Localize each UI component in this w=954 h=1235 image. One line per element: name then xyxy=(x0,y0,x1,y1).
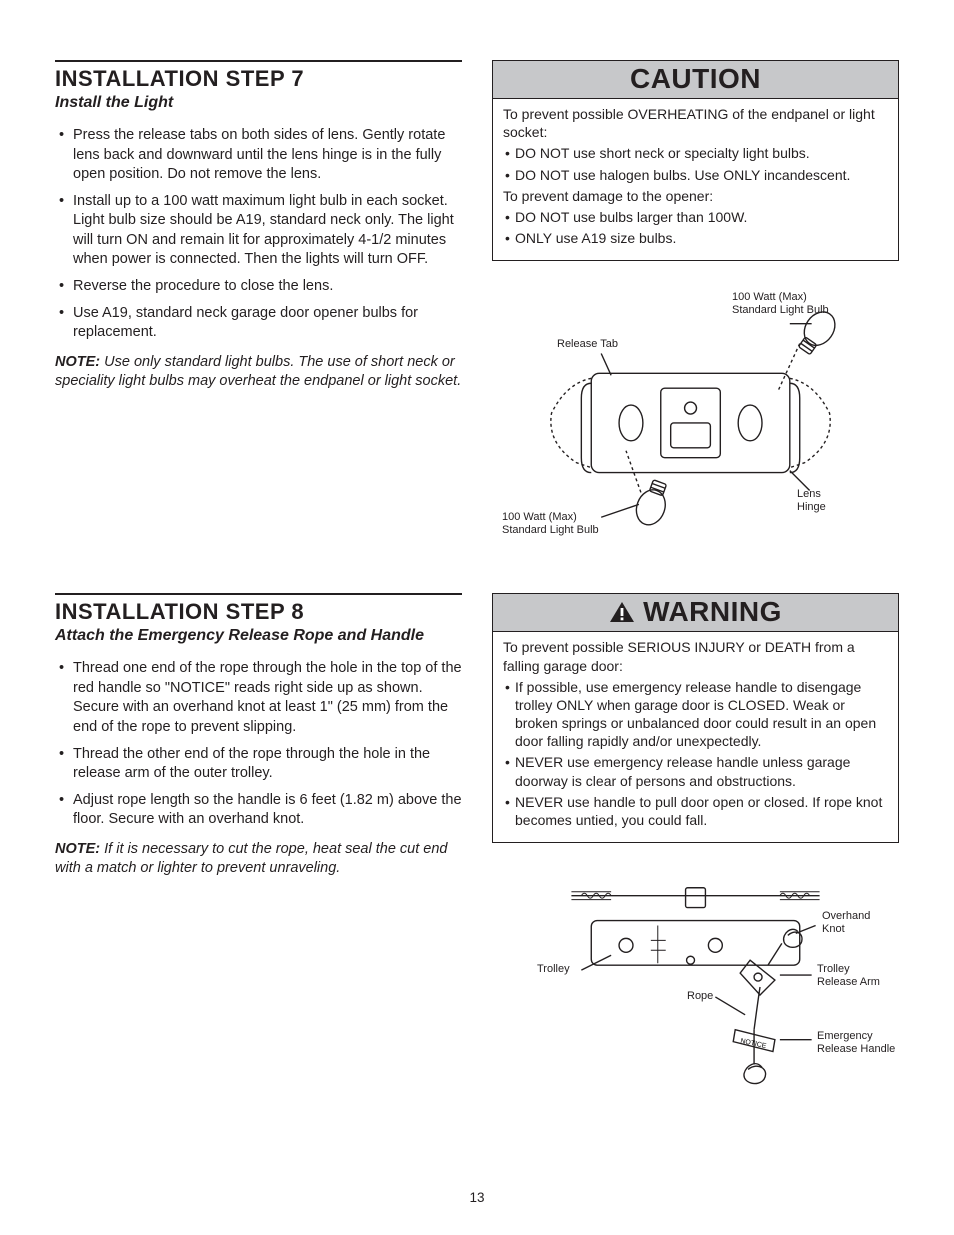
step8-left: INSTALLATION STEP 8 Attach the Emergency… xyxy=(55,593,462,1115)
list-item: DO NOT use halogen bulbs. Use ONLY incan… xyxy=(503,166,888,184)
list-item: NEVER use emergency release handle unles… xyxy=(503,753,888,789)
warning-lead: To prevent possible SERIOUS INJURY or DE… xyxy=(503,638,888,674)
list-item: NEVER use handle to pull door open or cl… xyxy=(503,793,888,829)
step7-right: CAUTION To prevent possible OVERHEATING … xyxy=(492,60,899,553)
fig-label-rope: Rope xyxy=(687,990,713,1003)
fig-label-bulb-top: 100 Watt (Max) Standard Light Bulb xyxy=(732,291,829,316)
warning-triangle-icon xyxy=(609,601,635,623)
warning-box: WARNING To prevent possible SERIOUS INJU… xyxy=(492,593,899,843)
page-content: INSTALLATION STEP 7 Install the Light Pr… xyxy=(55,60,899,1115)
warning-title-text: WARNING xyxy=(643,596,782,628)
step7-bullets: Press the release tabs on both sides of … xyxy=(55,126,462,343)
caution-lead1: To prevent possible OVERHEATING of the e… xyxy=(503,105,888,141)
list-item: DO NOT use short neck or specialty light… xyxy=(503,144,888,162)
step7-subtitle: Install the Light xyxy=(55,94,462,112)
warning-title: WARNING xyxy=(609,596,782,628)
list-item: If possible, use emergency release handl… xyxy=(503,678,888,751)
warning-header: WARNING xyxy=(493,594,898,632)
list-item: Use A19, standard neck garage door opene… xyxy=(55,304,462,343)
caution-title: CAUTION xyxy=(630,63,761,95)
step8-right: WARNING To prevent possible SERIOUS INJU… xyxy=(492,593,899,1115)
caution-list1: DO NOT use short neck or specialty light… xyxy=(503,144,888,183)
figure-light-opener: 100 Watt (Max) Standard Light Bulb Relea… xyxy=(492,283,899,553)
step7-left: INSTALLATION STEP 7 Install the Light Pr… xyxy=(55,60,462,553)
step8-bullets: Thread one end of the rope through the h… xyxy=(55,659,462,830)
step7-note: NOTE: Use only standard light bulbs. The… xyxy=(55,353,462,392)
warning-body: To prevent possible SERIOUS INJURY or DE… xyxy=(493,632,898,842)
fig-label-trolley: Trolley xyxy=(537,963,570,976)
step7-heading: INSTALLATION STEP 7 xyxy=(55,66,462,92)
step7-row: INSTALLATION STEP 7 Install the Light Pr… xyxy=(55,60,899,553)
step8-note: NOTE: If it is necessary to cut the rope… xyxy=(55,840,462,879)
caution-body: To prevent possible OVERHEATING of the e… xyxy=(493,99,898,260)
caution-lead2: To prevent damage to the opener: xyxy=(503,187,888,205)
step8-row: INSTALLATION STEP 8 Attach the Emergency… xyxy=(55,593,899,1115)
list-item: ONLY use A19 size bulbs. xyxy=(503,229,888,247)
step8-heading: INSTALLATION STEP 8 xyxy=(55,599,462,625)
list-item: Press the release tabs on both sides of … xyxy=(55,126,462,185)
list-item: Reverse the procedure to close the lens. xyxy=(55,277,462,297)
fig-label-lens-hinge: Lens Hinge xyxy=(797,488,826,513)
figure-trolley: NOTICE Trolley Rope Overhand Knot Trolle… xyxy=(492,865,899,1115)
list-item: Adjust rope length so the handle is 6 fe… xyxy=(55,791,462,830)
warning-list: If possible, use emergency release handl… xyxy=(503,678,888,830)
list-item: Install up to a 100 watt maximum light b… xyxy=(55,192,462,270)
fig-label-release-arm: Trolley Release Arm xyxy=(817,963,880,988)
fig-label-handle: Emergency Release Handle xyxy=(817,1030,895,1055)
step8-subtitle: Attach the Emergency Release Rope and Ha… xyxy=(55,627,462,645)
fig-label-bulb-bottom: 100 Watt (Max) Standard Light Bulb xyxy=(502,511,599,536)
fig-label-knot: Overhand Knot xyxy=(822,910,870,935)
list-item: Thread the other end of the rope through… xyxy=(55,745,462,784)
fig-label-release-tab: Release Tab xyxy=(557,338,618,351)
caution-header: CAUTION xyxy=(493,61,898,99)
page-number: 13 xyxy=(469,1190,484,1205)
list-item: Thread one end of the rope through the h… xyxy=(55,659,462,737)
list-item: DO NOT use bulbs larger than 100W. xyxy=(503,208,888,226)
caution-list2: DO NOT use bulbs larger than 100W. ONLY … xyxy=(503,208,888,247)
caution-box: CAUTION To prevent possible OVERHEATING … xyxy=(492,60,899,261)
